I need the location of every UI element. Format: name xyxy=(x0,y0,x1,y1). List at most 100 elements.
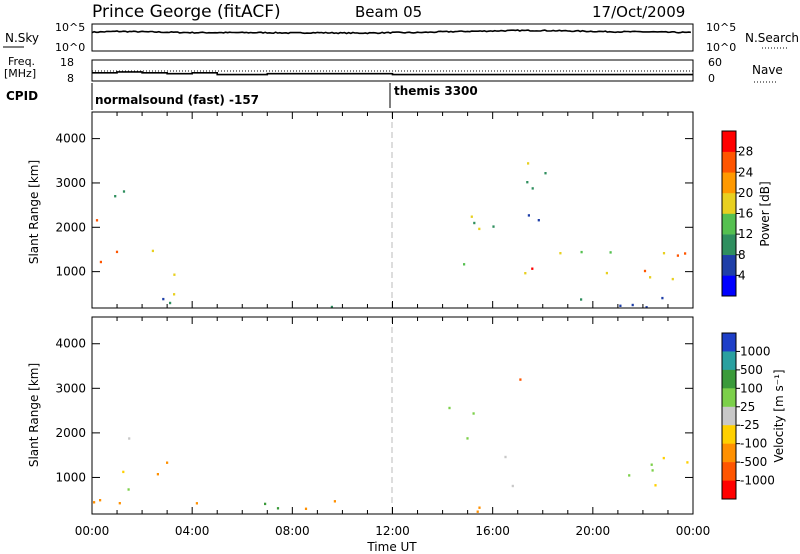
heatmap-cell xyxy=(476,510,479,513)
heatmap-cell xyxy=(463,263,466,266)
heatmap-cell xyxy=(156,473,159,476)
freq-label-top: Freq. xyxy=(8,55,35,68)
heatmap-cell xyxy=(330,305,333,309)
colorbar-block xyxy=(722,172,736,194)
heatmap-cell xyxy=(628,474,631,477)
colorbar-tick-label: 12 xyxy=(738,227,753,241)
velocity-xlabel: Time UT xyxy=(366,540,417,554)
velocity-heatmap-cells xyxy=(93,378,689,513)
nsky-tick-top: 10^5 xyxy=(55,21,85,34)
power-y-ticks: 1000 2000 3000 4000 xyxy=(55,132,693,279)
heatmap-cell xyxy=(162,297,165,301)
colorbar-tick-label: 28 xyxy=(738,145,753,159)
heatmap-cell xyxy=(544,172,547,175)
heatmap-cell xyxy=(470,215,473,218)
freq-series-line xyxy=(92,71,693,76)
heatmap-cell xyxy=(448,406,451,410)
heatmap-cell xyxy=(118,502,121,505)
colorbar-block xyxy=(722,425,736,444)
y-tick-label: 2000 xyxy=(55,220,86,234)
nave-tick-bottom: 0 xyxy=(708,72,715,85)
heatmap-cell xyxy=(645,306,648,309)
heatmap-cell xyxy=(478,227,481,231)
heatmap-cell xyxy=(526,181,529,184)
power-x-ticks xyxy=(91,112,694,308)
colorbar-block xyxy=(722,480,736,500)
colorbar-tick-label: 20 xyxy=(738,186,753,200)
heatmap-cell xyxy=(151,249,154,253)
beam-title: Beam 05 xyxy=(355,3,422,21)
heatmap-cell xyxy=(99,260,102,264)
power-colorbar: 4 8 12 16 20 24 28 Power [dB] xyxy=(721,130,772,297)
heatmap-cell xyxy=(122,470,125,474)
colorbar-block xyxy=(722,213,736,235)
colorbar-block xyxy=(722,406,736,426)
heatmap-cell xyxy=(531,187,534,190)
heatmap-cell xyxy=(676,254,679,257)
power-ylabel: Slant Range [km] xyxy=(27,160,41,264)
heatmap-cell xyxy=(686,461,689,464)
x-tick-label: 20:00 xyxy=(576,524,611,538)
heatmap-cell xyxy=(472,412,475,415)
heatmap-cell xyxy=(99,499,102,502)
x-tick-label: 00:00 xyxy=(75,524,110,538)
colorbar-block xyxy=(722,388,736,408)
colorbar-tick-label: 24 xyxy=(738,165,753,179)
heatmap-cell xyxy=(473,221,476,225)
heatmap-cell xyxy=(304,507,308,510)
colorbar-tick-label: -25 xyxy=(740,418,760,432)
nsky-frame xyxy=(91,23,694,52)
heatmap-cell xyxy=(631,303,634,307)
heatmap-cell xyxy=(93,501,96,504)
heatmap-cell xyxy=(580,298,583,301)
colorbar-block xyxy=(722,443,736,463)
heatmap-cell xyxy=(511,484,514,488)
cpid-strip: CPID normalsound (fast) -157 themis 3300 xyxy=(6,83,478,110)
nsky-panel: N.Sky 10^5 10^0 10^5 10^0 N.Search xyxy=(3,21,799,54)
velocity-y-ticks: 1000 2000 3000 4000 xyxy=(55,337,693,484)
heatmap-cell xyxy=(276,507,280,510)
velocity-frame xyxy=(91,316,694,515)
nsky-tick-bottom: 10^0 xyxy=(55,41,85,54)
nsearch-tick-top: 10^5 xyxy=(706,21,736,34)
heatmap-cell xyxy=(333,500,336,503)
colorbar-block xyxy=(722,131,736,152)
heatmap-cell xyxy=(649,276,652,279)
heatmap-cell xyxy=(619,304,622,307)
nave-tick-top: 60 xyxy=(708,56,722,69)
colorbar-tick-label: 1000 xyxy=(740,344,771,358)
y-tick-label: 4000 xyxy=(55,132,86,146)
heatmap-cell xyxy=(519,378,522,381)
velocity-colorbar-blocks xyxy=(722,333,736,500)
heatmap-cell xyxy=(662,252,666,255)
velocity-x-ticks: 00:00 04:00 08:00 12:00 16:00 20:00 00:00 xyxy=(75,317,710,538)
heatmap-cell xyxy=(684,252,687,255)
colorbar-tick-label: 8 xyxy=(738,248,746,262)
heatmap-cell xyxy=(173,273,176,276)
nave-label: Nave xyxy=(752,63,783,77)
heatmap-cell xyxy=(95,219,99,222)
heatmap-cell xyxy=(195,502,198,505)
velocity-ylabel: Slant Range [km] xyxy=(27,363,41,467)
station-title: Prince George (fitACF) xyxy=(92,2,281,22)
y-tick-label: 1000 xyxy=(55,265,86,279)
heatmap-cell xyxy=(531,267,534,270)
colorbar-block xyxy=(722,333,736,352)
heatmap-cell xyxy=(166,461,169,464)
y-tick-label: 3000 xyxy=(55,381,86,395)
velocity-colorbar-ticks: 1000 500 100 25 -25 -100 -500 -1000 xyxy=(736,344,775,488)
heatmap-cell xyxy=(671,277,674,281)
y-tick-label: 2000 xyxy=(55,426,86,440)
freq-panel: Freq. [MHz] 18 8 60 0 Nave xyxy=(4,55,783,85)
colorbar-block xyxy=(722,234,736,256)
heatmap-cell xyxy=(492,225,495,228)
heatmap-cell xyxy=(524,272,527,275)
y-tick-label: 3000 xyxy=(55,176,86,190)
freq-tick-bottom: 8 xyxy=(67,72,74,85)
heatmap-cell xyxy=(466,437,469,440)
x-tick-label: 16:00 xyxy=(475,524,510,538)
heatmap-cell xyxy=(559,252,562,255)
heatmap-cell xyxy=(478,506,481,509)
heatmap-cell xyxy=(504,455,507,459)
